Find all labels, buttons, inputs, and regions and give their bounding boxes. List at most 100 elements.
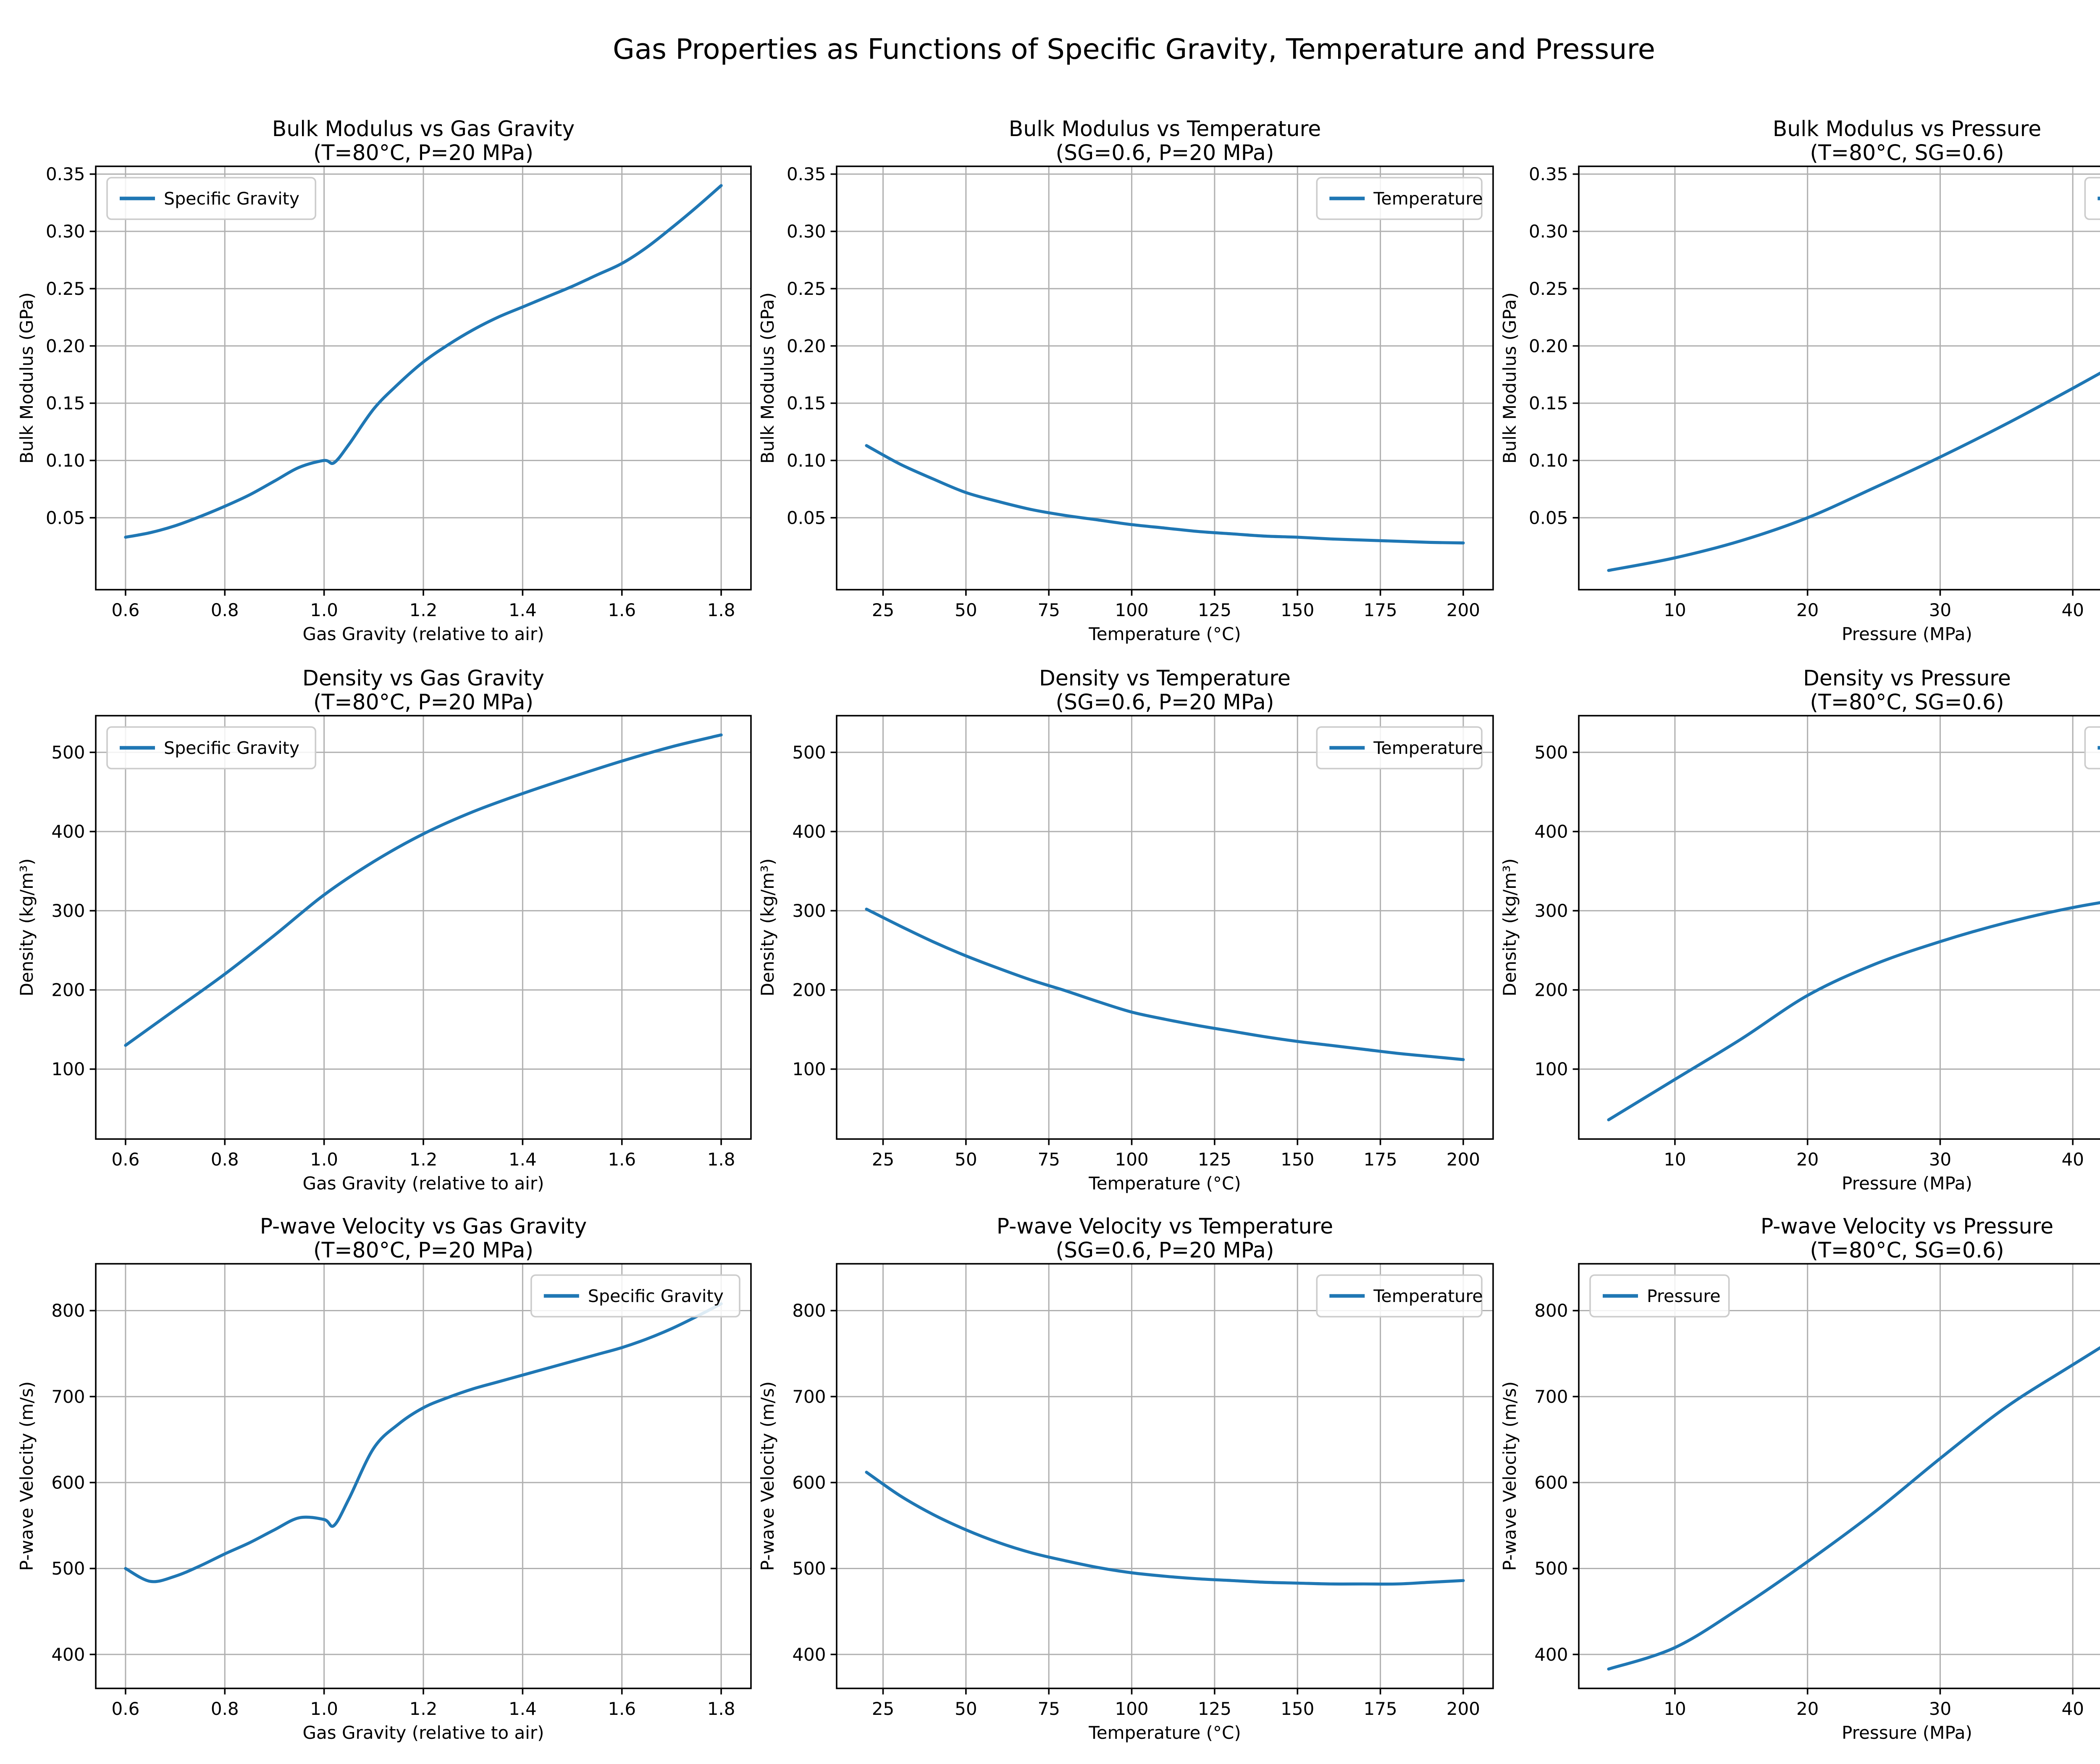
- legend-box: [1589, 1274, 1730, 1318]
- legend: Specific Gravity: [530, 1274, 740, 1318]
- legend-box: [530, 1274, 740, 1318]
- x-tick-label: 25: [872, 1698, 894, 1719]
- legend-box: [1316, 1274, 1483, 1318]
- y-axis-label: P-wave Velocity (m/s): [1499, 1381, 1520, 1571]
- x-tick-label: 1.4: [509, 600, 537, 620]
- y-tick-label: 0.15: [46, 393, 85, 414]
- legend: Temperature: [1316, 726, 1483, 769]
- x-tick-label: 0.8: [211, 600, 239, 620]
- subplot-title: Bulk Modulus vs Temperature: [1009, 116, 1321, 141]
- x-axis-label: Gas Gravity (relative to air): [303, 1173, 544, 1194]
- legend-box: [106, 726, 316, 769]
- y-tick-label: 500: [792, 742, 826, 763]
- x-tick-label: 40: [2061, 1149, 2084, 1170]
- x-tick-label: 1.6: [608, 1149, 636, 1170]
- legend: Pressure: [2084, 177, 2100, 220]
- legend-label: Specific Gravity: [164, 189, 299, 209]
- legend-label: Pressure: [1647, 1286, 1720, 1306]
- x-axis-label: Gas Gravity (relative to air): [303, 624, 544, 644]
- subplot-subtitle: (T=80°C, SG=0.6): [1810, 140, 2004, 165]
- subplot-p-wave-velocity-vs-pressure: 1020304050400500600700800P-wave Velocity…: [1499, 1214, 2100, 1743]
- y-tick-label: 400: [792, 822, 826, 842]
- x-tick-label: 20: [1796, 600, 1819, 620]
- y-tick-label: 800: [1534, 1300, 1568, 1321]
- x-tick-label: 200: [1446, 1698, 1480, 1719]
- legend-box: [1316, 177, 1483, 220]
- x-tick-label: 150: [1281, 1149, 1314, 1170]
- y-tick-label: 0.15: [787, 393, 826, 414]
- y-tick-label: 400: [51, 1644, 85, 1665]
- y-axis-label: P-wave Velocity (m/s): [16, 1381, 37, 1571]
- y-tick-label: 0.30: [1529, 221, 1568, 242]
- plot-area: [837, 166, 1493, 590]
- series-line: [124, 1302, 723, 1583]
- x-tick-label: 10: [1664, 600, 1686, 620]
- y-axis-label: Bulk Modulus (GPa): [16, 292, 37, 464]
- x-tick-label: 1.0: [310, 600, 338, 620]
- subplot-title: Density vs Pressure: [1803, 666, 2011, 690]
- y-tick-label: 0.15: [1529, 393, 1568, 414]
- series-line: [1607, 901, 2100, 1121]
- subplot-title: Density vs Gas Gravity: [302, 666, 544, 690]
- x-tick-label: 30: [1929, 1149, 1951, 1170]
- x-tick-label: 1.2: [410, 1698, 438, 1719]
- legend: Temperature: [1316, 177, 1483, 220]
- x-tick-label: 125: [1198, 1698, 1231, 1719]
- y-axis-label: Density (kg/m³): [1499, 858, 1520, 997]
- subplot-density-vs-pressure: 1020304050100200300400500Density vs Pres…: [1499, 666, 2100, 1194]
- x-tick-label: 50: [955, 1698, 977, 1719]
- y-tick-label: 100: [1534, 1059, 1568, 1079]
- x-tick-label: 20: [1796, 1698, 1819, 1719]
- y-tick-label: 0.20: [787, 336, 826, 356]
- y-tick-label: 0.05: [787, 507, 826, 528]
- y-axis-label: Bulk Modulus (GPa): [757, 292, 778, 464]
- axes-border: [1578, 165, 2100, 591]
- x-tick-label: 100: [1115, 1149, 1148, 1170]
- subplot-p-wave-velocity-vs-gas-gravity: 0.6 0.8 1.0 1.2 1.4 1.6 1.8 400 500 600 700 800 P-wa…: [16, 1214, 752, 1743]
- x-tick-label: 30: [1929, 1698, 1951, 1719]
- subplot-title: Bulk Modulus vs Gas Gravity: [272, 116, 575, 141]
- legend-label: Specific Gravity: [164, 738, 299, 758]
- plot-area: [1579, 716, 2100, 1139]
- x-tick-label: 0.6: [112, 1149, 140, 1170]
- subplot-title: P-wave Velocity vs Pressure: [1761, 1214, 2053, 1239]
- x-tick-label: 0.8: [211, 1149, 239, 1170]
- x-tick-label: 75: [1037, 600, 1060, 620]
- x-tick-label: 40: [2061, 600, 2084, 620]
- y-axis-label: Density (kg/m³): [16, 858, 37, 997]
- x-tick-label: 50: [955, 1149, 977, 1170]
- x-tick-label: 1.4: [509, 1149, 537, 1170]
- x-tick-label: 1.2: [410, 1149, 438, 1170]
- subplot-density-vs-temperature: 25 50 75 100 125 150 175 200 100 200 300 400 500 Dens…: [757, 666, 1494, 1194]
- subplot-bulk-modulus-vs-gas-gravity: 0.6 0.8 1.0 1.2 1.4 1.6 1.8 0.05 0.10 0.15 0.20 0.2…: [16, 116, 752, 644]
- y-tick-label: 200: [51, 980, 85, 1000]
- legend-box: [2084, 177, 2100, 220]
- grid: [96, 166, 751, 590]
- grid: [96, 716, 751, 1139]
- x-tick-label: 40: [2061, 1698, 2084, 1719]
- subplot-bulk-modulus-vs-pressure: 10203040500.050.100.150.200.250.300.35Bu…: [1499, 116, 2100, 644]
- legend: Pressure: [2084, 726, 2100, 769]
- figure-suptitle: Gas Properties as Functions of Specific …: [613, 33, 1655, 66]
- series-line: [1607, 371, 2100, 572]
- y-tick-label: 300: [1534, 900, 1568, 921]
- x-tick-label: 1.6: [608, 1698, 636, 1719]
- y-tick-label: 0.25: [1529, 278, 1568, 299]
- x-tick-label: 75: [1037, 1149, 1060, 1170]
- subplot-subtitle: (SG=0.6, P=20 MPa): [1056, 140, 1274, 165]
- y-axis-label: Density (kg/m³): [757, 858, 778, 997]
- x-tick-label: 200: [1446, 1149, 1480, 1170]
- series-line: [865, 444, 1465, 545]
- legend-label: Temperature: [1373, 1286, 1483, 1306]
- y-tick-label: 500: [1534, 742, 1568, 763]
- plot-area: [837, 716, 1493, 1139]
- y-tick-label: 0.30: [46, 221, 85, 242]
- plot-area: [1579, 1264, 2100, 1688]
- y-tick-label: 800: [792, 1300, 826, 1321]
- y-tick-label: 0.25: [46, 278, 85, 299]
- subplot-title: Density vs Temperature: [1039, 666, 1291, 690]
- y-tick-label: 500: [51, 1558, 85, 1579]
- grid: [837, 716, 1493, 1139]
- y-tick-label: 0.05: [1529, 507, 1568, 528]
- x-tick-label: 50: [955, 600, 977, 620]
